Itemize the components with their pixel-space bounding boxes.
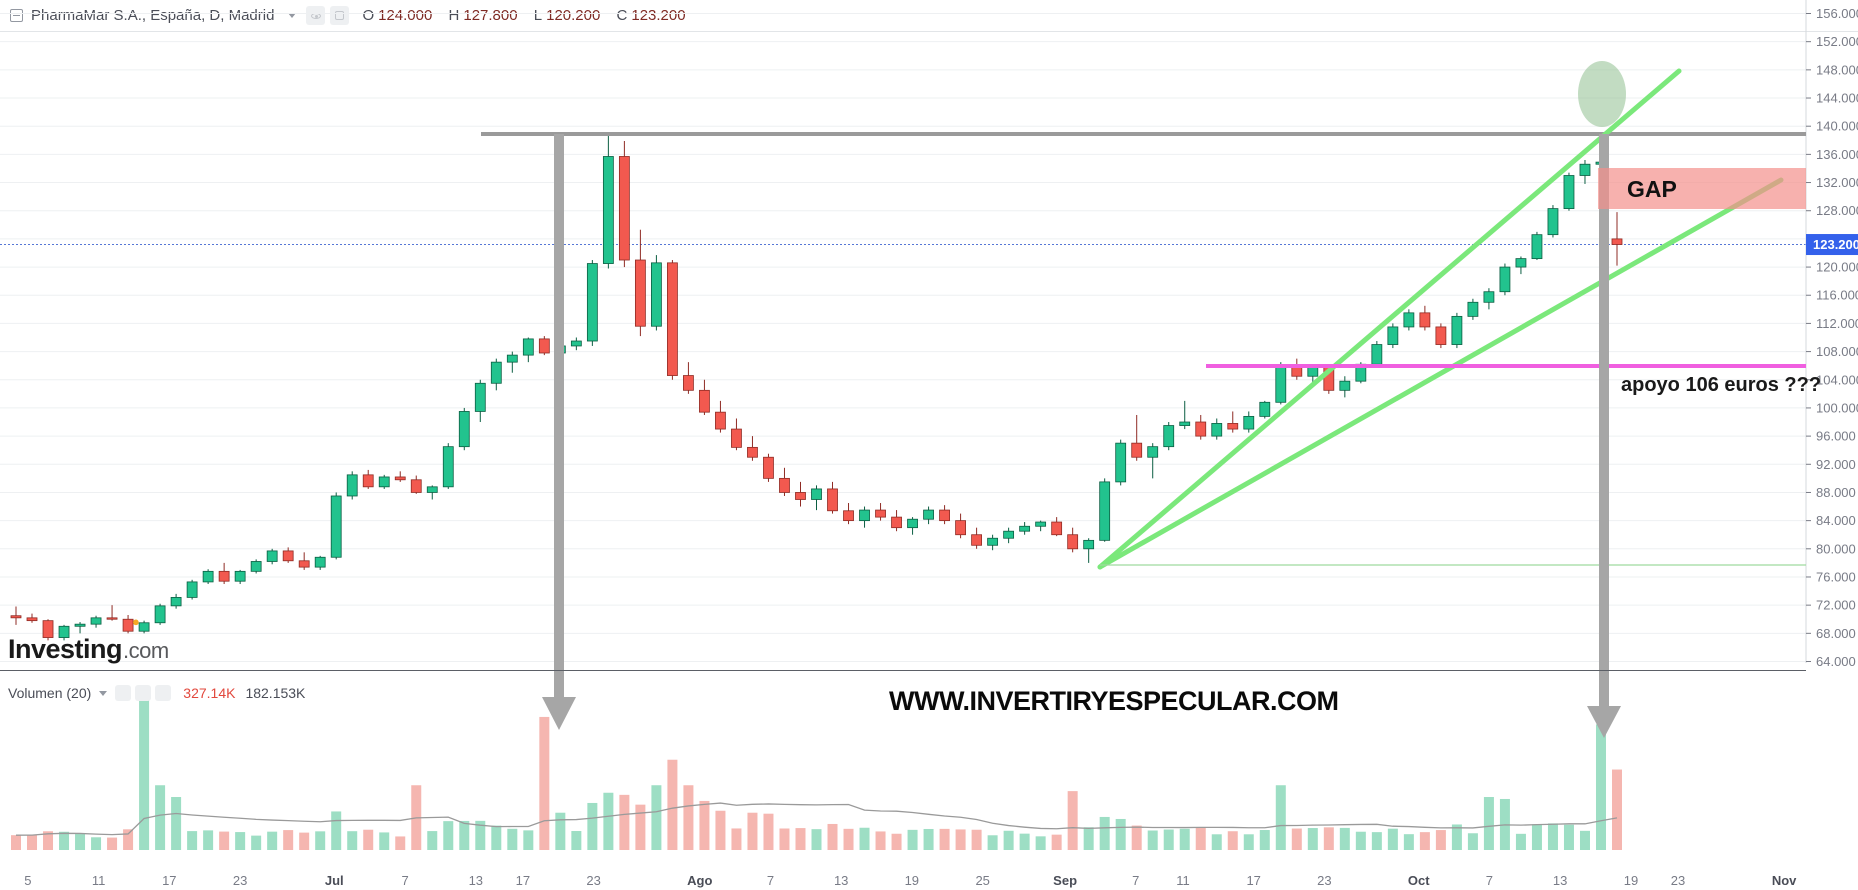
svg-text:25: 25: [975, 873, 989, 888]
svg-text:116.000: 116.000: [1816, 288, 1858, 303]
svg-text:104.000: 104.000: [1816, 372, 1858, 387]
svg-text:19: 19: [905, 873, 919, 888]
svg-text:17: 17: [516, 873, 530, 888]
svg-text:100.000: 100.000: [1816, 400, 1858, 415]
svg-text:19: 19: [1624, 873, 1638, 888]
svg-text:23: 23: [233, 873, 247, 888]
svg-text:13: 13: [1553, 873, 1567, 888]
svg-text:7: 7: [1132, 873, 1139, 888]
svg-text:GAP: GAP: [1627, 176, 1677, 202]
svg-text:64.000: 64.000: [1816, 654, 1856, 669]
svg-text:152.000: 152.000: [1816, 34, 1858, 49]
svg-text:7: 7: [401, 873, 408, 888]
svg-text:5: 5: [24, 873, 31, 888]
svg-text:76.000: 76.000: [1816, 569, 1856, 584]
svg-text:7: 7: [1486, 873, 1493, 888]
svg-text:120.000: 120.000: [1816, 260, 1858, 275]
svg-text:112.000: 112.000: [1816, 316, 1858, 331]
svg-text:148.000: 148.000: [1816, 62, 1858, 77]
svg-text:apoyo 106 euros ???: apoyo 106 euros ???: [1621, 374, 1821, 396]
svg-text:7: 7: [767, 873, 774, 888]
svg-text:Ago: Ago: [687, 873, 712, 888]
svg-text:136.000: 136.000: [1816, 147, 1858, 162]
svg-text:23: 23: [586, 873, 600, 888]
svg-text:96.000: 96.000: [1816, 429, 1856, 444]
svg-text:Nov: Nov: [1772, 873, 1797, 888]
svg-text:80.000: 80.000: [1816, 541, 1856, 556]
svg-text:17: 17: [162, 873, 176, 888]
svg-text:13: 13: [469, 873, 483, 888]
svg-text:88.000: 88.000: [1816, 485, 1856, 500]
svg-text:23: 23: [1671, 873, 1685, 888]
svg-text:11: 11: [92, 873, 106, 888]
svg-text:72.000: 72.000: [1816, 598, 1856, 613]
svg-text:132.000: 132.000: [1816, 175, 1858, 190]
svg-text:156.000: 156.000: [1816, 6, 1858, 21]
svg-text:92.000: 92.000: [1816, 457, 1856, 472]
svg-text:17: 17: [1246, 873, 1260, 888]
svg-text:13: 13: [834, 873, 848, 888]
svg-text:123.200: 123.200: [1813, 237, 1858, 252]
svg-text:144.000: 144.000: [1816, 91, 1858, 106]
svg-text:140.000: 140.000: [1816, 119, 1858, 134]
svg-text:Jul: Jul: [325, 873, 344, 888]
svg-text:Sep: Sep: [1053, 873, 1077, 888]
svg-text:84.000: 84.000: [1816, 513, 1856, 528]
svg-text:128.000: 128.000: [1816, 203, 1858, 218]
svg-text:23: 23: [1317, 873, 1331, 888]
svg-text:68.000: 68.000: [1816, 626, 1856, 641]
svg-text:108.000: 108.000: [1816, 344, 1858, 359]
svg-text:Oct: Oct: [1408, 873, 1430, 888]
svg-text:11: 11: [1176, 873, 1190, 888]
